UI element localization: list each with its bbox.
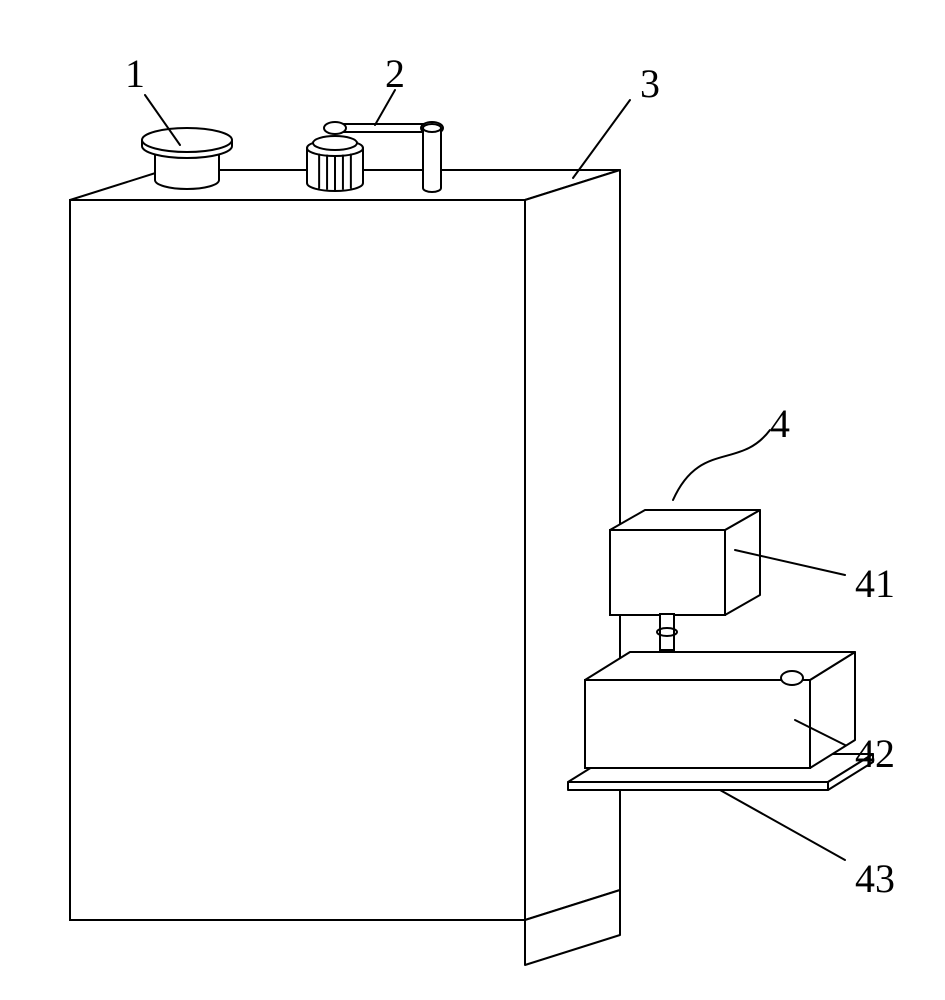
label-text: 1	[125, 51, 145, 96]
diagram-root: 1 2 3 4 41 42 43	[0, 0, 945, 1000]
callout-label-2: 2	[385, 50, 405, 97]
callout-label-1: 1	[125, 50, 145, 97]
callout-label-4: 4	[770, 400, 790, 447]
callout-label-43: 43	[855, 855, 895, 902]
callout-label-42: 42	[855, 730, 895, 777]
cabinet-body	[70, 170, 620, 965]
label-text: 42	[855, 731, 895, 776]
callout-label-3: 3	[640, 60, 660, 107]
label-text: 41	[855, 561, 895, 606]
technical-drawing-svg	[0, 0, 945, 1000]
label-text: 3	[640, 61, 660, 106]
label-text: 2	[385, 51, 405, 96]
label-text: 4	[770, 401, 790, 446]
label-text: 43	[855, 856, 895, 901]
callout-label-41: 41	[855, 560, 895, 607]
